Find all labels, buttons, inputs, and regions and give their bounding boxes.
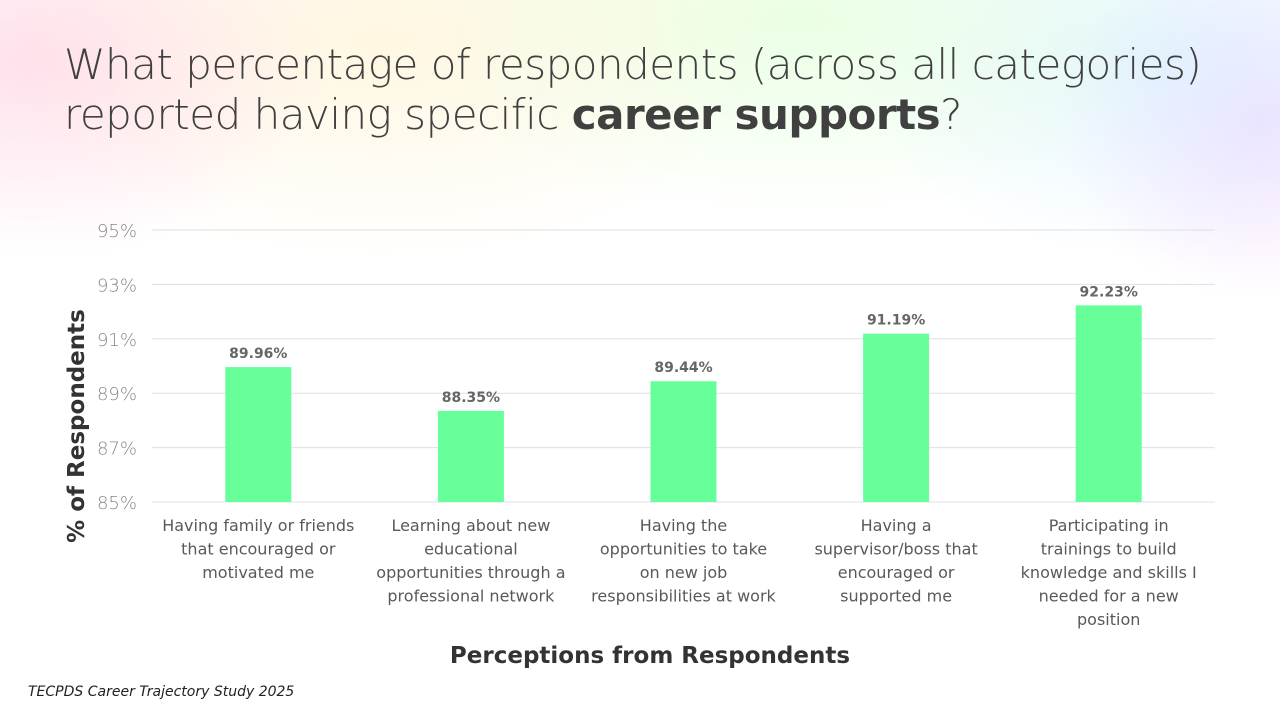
data-label: 91.19% — [867, 313, 925, 329]
source-footer: TECPDS Career Trajectory Study 2025 — [28, 684, 295, 700]
bar — [437, 410, 504, 502]
data-label: 89.96% — [229, 346, 287, 362]
y-tick-label: 87% — [97, 439, 137, 460]
x-tick-label: professional network — [387, 587, 555, 606]
x-tick-label: that encouraged or — [181, 540, 336, 559]
x-tick-label: supervisor/boss that — [814, 540, 977, 559]
y-tick-label: 93% — [97, 275, 137, 296]
x-tick-label: Learning about new — [391, 516, 550, 535]
y-axis-title: % of Respondents — [64, 309, 90, 543]
data-label: 88.35% — [442, 390, 500, 406]
y-tick-label: 95% — [97, 221, 137, 242]
bar — [863, 333, 930, 502]
y-tick-label: 91% — [97, 330, 137, 351]
x-tick-label: opportunities to take — [600, 540, 767, 559]
title-end: ? — [940, 90, 962, 139]
slide-title: What percentage of respondents (across a… — [64, 40, 1244, 140]
x-tick-label: Participating in — [1049, 516, 1169, 535]
bar — [650, 381, 717, 502]
title-bold: career supports — [571, 90, 941, 139]
bar — [225, 367, 292, 502]
x-tick-label: knowledge and skills I — [1021, 563, 1197, 582]
title-text: What percentage of respondents (across a… — [64, 40, 1202, 139]
x-tick-label: responsibilities at work — [591, 587, 776, 606]
y-tick-label: 85% — [97, 493, 137, 514]
x-tick-label: on new job — [640, 563, 728, 582]
x-axis-title: Perceptions from Respondents — [450, 643, 850, 669]
x-tick-label: encouraged or — [838, 563, 955, 582]
data-label: 89.44% — [654, 360, 712, 376]
y-tick-label: 89% — [97, 384, 137, 405]
x-tick-label: Having family or friends — [162, 516, 354, 535]
x-tick-label: needed for a new — [1039, 587, 1179, 606]
x-tick-label: Having a — [861, 516, 932, 535]
data-label: 92.23% — [1080, 284, 1138, 300]
x-tick-label: opportunities through a — [376, 563, 565, 582]
x-tick-label: supported me — [840, 587, 952, 606]
x-tick-label: position — [1077, 610, 1140, 629]
x-tick-label: educational — [424, 540, 518, 559]
bar — [1075, 305, 1142, 502]
x-tick-label: trainings to build — [1041, 540, 1177, 559]
x-tick-label: motivated me — [202, 563, 314, 582]
x-tick-label: Having the — [640, 516, 727, 535]
